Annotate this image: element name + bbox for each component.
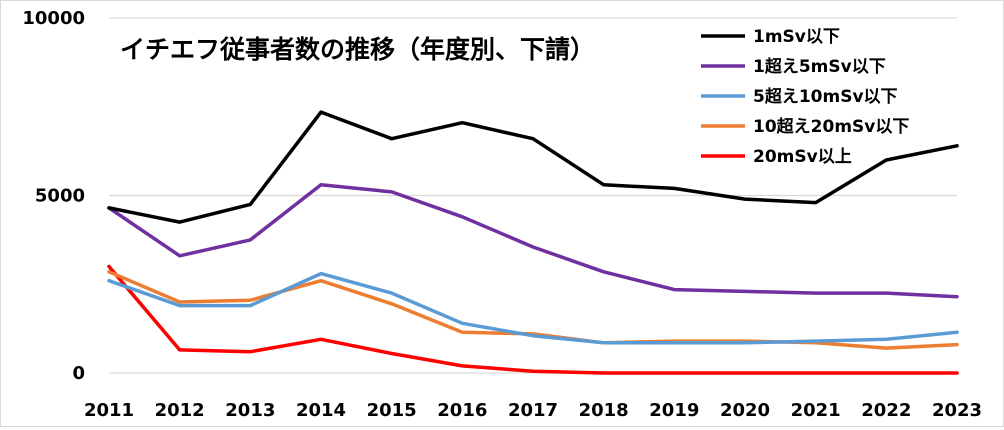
chart-title: イチエフ従事者数の推移（年度別、下請） (120, 35, 595, 64)
y-axis-ticks: 0 5000 10000 (22, 8, 85, 384)
x-tick-label: 2011 (84, 400, 134, 421)
series-line-20mSv以上 (107, 264, 959, 375)
legend-label: 1超え5mSv以下 (753, 56, 886, 77)
x-tick-label: 2017 (508, 400, 558, 421)
x-tick-label: 2023 (932, 400, 982, 421)
y-tick-label: 0 (72, 363, 85, 384)
y-tick-label: 10000 (22, 8, 85, 29)
legend-label: 20mSv以上 (753, 147, 852, 167)
series-lines (107, 110, 959, 375)
x-tick-label: 2013 (225, 400, 275, 421)
legend-label: 5超え10mSv以下 (753, 86, 898, 107)
legend: 1mSv以下 1超え5mSv以下 5超え10mSv以下 10超え20mSv以下 20mS… (701, 27, 909, 167)
legend-label: 1mSv以下 (753, 27, 840, 47)
x-tick-label: 2015 (367, 400, 417, 421)
legend-label: 10超え20mSv以下 (753, 116, 909, 137)
x-tick-label: 2012 (155, 400, 205, 421)
series-line-5超え10mSv以下 (107, 271, 959, 345)
x-tick-label: 2018 (579, 400, 629, 421)
y-tick-label: 5000 (35, 186, 85, 207)
series-line-1超え5mSv以下 (107, 183, 959, 299)
x-tick-label: 2022 (861, 400, 911, 421)
series-line-1mSv以下 (107, 110, 959, 224)
x-tick-label: 2014 (296, 400, 346, 421)
x-tick-label: 2019 (649, 400, 699, 421)
x-axis-ticks: 2011 2012 2013 2014 2015 2016 2017 2018 2019 2020… (84, 400, 982, 421)
x-tick-label: 2016 (437, 400, 487, 421)
x-tick-label: 2021 (791, 400, 841, 421)
x-tick-label: 2020 (720, 400, 770, 421)
